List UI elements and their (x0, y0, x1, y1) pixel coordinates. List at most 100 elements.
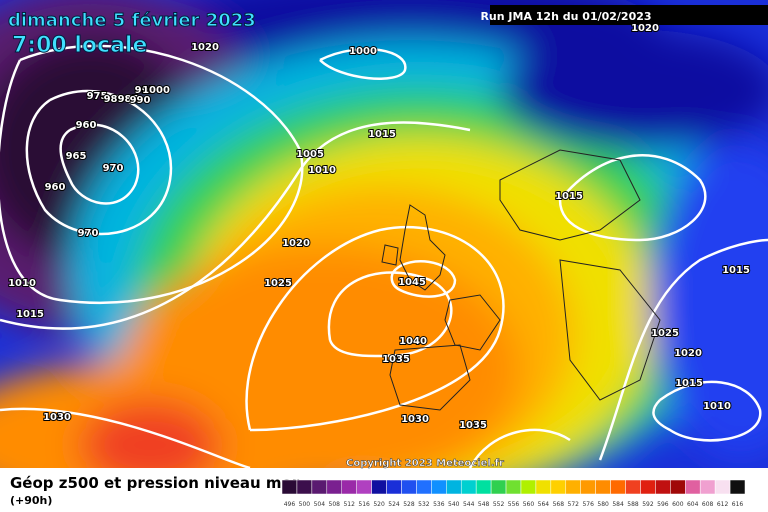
colorbar-swatch (281, 479, 298, 495)
colorbar-label: 556 (508, 501, 520, 508)
isobar-label: 985 (118, 94, 139, 105)
colorbar-label: 600 (672, 501, 684, 508)
colorbar-label: 544 (463, 501, 475, 508)
isobar-label: 1035 (382, 354, 410, 365)
colorbar-swatch (625, 479, 641, 495)
colorbar-label: 596 (657, 501, 669, 508)
colorbar-swatch (580, 479, 596, 495)
colorbar-label: 588 (627, 501, 639, 508)
colorbar-label: 564 (538, 501, 550, 508)
colorbar-swatch (296, 479, 313, 495)
colorbar-label: 584 (612, 501, 624, 508)
colorbar-label: 552 (493, 501, 505, 508)
isobar-label: 975 (87, 91, 108, 102)
colorbar-swatch (460, 479, 477, 495)
colorbar-label: 532 (418, 501, 430, 508)
isobar-label: 970 (78, 228, 99, 239)
date: dimanche 5 février 2023 (8, 10, 256, 31)
colorbar-swatch (535, 479, 552, 495)
isobar-label: 1000 (349, 46, 377, 57)
map-title: Géop z500 et pression niveau mer (10, 474, 300, 492)
isobar-label: 960 (76, 120, 97, 131)
copyright: Copyright 2023 Meteociel.fr (346, 458, 504, 469)
colorbar-label: 500 (299, 501, 311, 508)
colorbar-label: 592 (642, 501, 654, 508)
colorbar-swatch (446, 479, 462, 495)
colorbar-label: 508 (329, 501, 341, 508)
isobar-label: 1025 (651, 328, 679, 339)
local-time: 7:00 locale (12, 33, 147, 58)
isobar-label: 1015 (368, 129, 396, 140)
colorbar-swatch (431, 479, 447, 495)
colorbar-label: 540 (448, 501, 460, 508)
colorbar-label: 608 (702, 501, 714, 508)
run-label: Run JMA 12h du 01/02/2023 (480, 10, 651, 23)
isobar-label: 990 (130, 95, 151, 106)
colorbar-swatch (595, 479, 611, 495)
isobar-label: 1015 (722, 265, 750, 276)
colorbar-swatch (326, 479, 342, 495)
colorbar-label: 572 (568, 501, 580, 508)
colorbar-swatch (505, 479, 522, 495)
colorbar-label: 568 (553, 501, 565, 508)
colorbar-label: 516 (358, 501, 370, 508)
colorbar-swatch (565, 479, 581, 495)
colorbar-swatch (401, 479, 417, 495)
isobar-label: 1035 (459, 420, 487, 431)
colorbar-label: 580 (597, 501, 609, 508)
colorbar-swatch (341, 479, 357, 495)
isobar-label: 1020 (191, 42, 219, 53)
isobar-label: 1010 (8, 278, 36, 289)
colorbar: 496 500 504 508 512 516 520 524 528 532 536 540 544 5… (281, 479, 746, 508)
isobar-label: 1000 (142, 85, 170, 96)
isobar-label: 1010 (308, 165, 336, 176)
colorbar-label: 616 (732, 501, 744, 508)
isobar-label: 970 (103, 163, 124, 174)
isobar-label: 965 (66, 151, 87, 162)
colorbar-swatch (520, 479, 537, 495)
colorbar-swatch (356, 479, 372, 495)
colorbar-swatch (550, 479, 567, 495)
colorbar-swatch (729, 479, 746, 495)
colorbar-label: 604 (687, 501, 699, 508)
isobars (0, 44, 768, 468)
colorbar-swatch (670, 479, 686, 495)
colorbar-label: 536 (433, 501, 445, 508)
colorbar-swatch (714, 479, 731, 495)
colorbar-swatch (475, 479, 492, 495)
isobar-label: 1020 (282, 238, 310, 249)
colorbar-swatch (610, 479, 626, 495)
colorbar-label: 520 (373, 501, 385, 508)
isobar-label: 980 (104, 94, 125, 105)
colorbar-swatch (371, 479, 387, 495)
isobar-label: 1020 (631, 23, 659, 34)
isobar-label: 1015 (675, 378, 703, 389)
lead-time: (+90h) (10, 494, 52, 507)
colorbar-label: 548 (478, 501, 490, 508)
colorbar-swatch (311, 479, 328, 495)
isobar-label: 1025 (264, 278, 292, 289)
isobar-label: 1015 (16, 309, 44, 320)
colorbar-swatch (640, 479, 656, 495)
colorbar-swatch (685, 479, 701, 495)
isobar-label: 1045 (398, 277, 426, 288)
colorbar-swatch (386, 479, 402, 495)
isobar-labels: 1020 100010209759809859909951000960965970… (7, 22, 751, 432)
isobar-label: 1030 (401, 414, 429, 425)
colorbar-label: 612 (717, 501, 729, 508)
colorbar-label: 528 (403, 501, 415, 508)
colorbar-swatch (699, 479, 716, 495)
colorbar-label: 496 (284, 501, 296, 508)
colorbar-swatch (416, 479, 432, 495)
run-box (490, 5, 768, 25)
colorbar-label: 576 (582, 501, 594, 508)
colorbar-label: 524 (388, 501, 400, 508)
isobar-label: 1030 (43, 412, 71, 423)
isobar-label: 1020 (674, 348, 702, 359)
colorbar-swatch (490, 479, 507, 495)
isobar-label: 960 (45, 182, 66, 193)
colorbar-swatch (655, 479, 671, 495)
colorbar-label: 512 (343, 501, 355, 508)
